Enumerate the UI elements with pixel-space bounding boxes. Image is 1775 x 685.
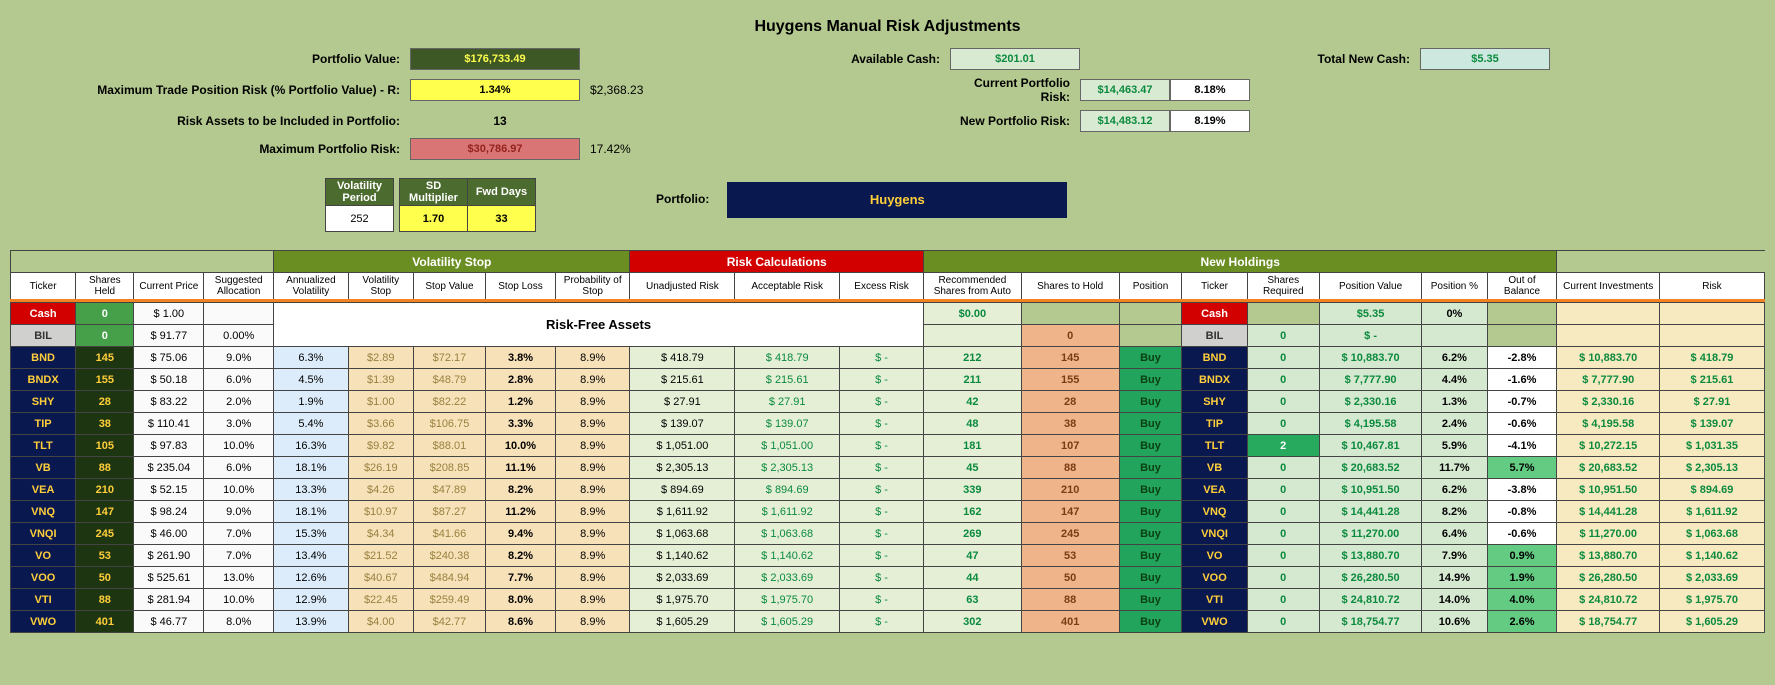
- table-row: SHY28$ 83.222.0%1.9%$1.00$82.221.2%8.9%$…: [11, 391, 1765, 413]
- mpr-label: Maximum Portfolio Risk:: [10, 142, 410, 156]
- col-shares-held: Shares Held: [76, 273, 134, 301]
- sec-vol: Volatility Stop: [274, 251, 630, 273]
- fd-h: Fwd Days: [468, 179, 536, 206]
- nr-pct: 8.19%: [1170, 110, 1250, 132]
- table-row: VOO50$ 525.6113.0%12.6%$40.67$484.947.7%…: [11, 567, 1765, 589]
- sd-h: SD Multiplier: [400, 179, 468, 206]
- pv-label: Portfolio Value:: [10, 52, 410, 66]
- col-stop-value: Stop Value: [413, 273, 485, 301]
- col-excess-risk: Excess Risk: [840, 273, 924, 301]
- cr-label: Current Portfolio Risk:: [950, 76, 1080, 104]
- table-row: VTI88$ 281.9410.0%12.9%$22.45$259.498.0%…: [11, 589, 1765, 611]
- mpr-pct: 17.42%: [580, 142, 670, 156]
- col-unadjusted-risk: Unadjusted Risk: [630, 273, 735, 301]
- col-ticker: Ticker: [11, 273, 76, 301]
- col-acceptable-risk: Acceptable Risk: [735, 273, 840, 301]
- ra-val: 13: [410, 114, 580, 128]
- col-probability-of-stop: Probability of Stop: [555, 273, 630, 301]
- col-shares-to-hold: Shares to Hold: [1021, 273, 1119, 301]
- mpr-val: $30,786.97: [410, 138, 580, 160]
- col-position: Position: [1119, 273, 1182, 301]
- col-suggested-allocation: Suggested Allocation: [204, 273, 274, 301]
- nr-label: New Portfolio Risk:: [950, 114, 1080, 128]
- port-lbl: Portfolio:: [656, 192, 709, 206]
- sec-risk: Risk Calculations: [630, 251, 923, 273]
- tnc-label: Total New Cash:: [1250, 52, 1420, 66]
- port-box: Huygens: [727, 182, 1067, 218]
- mp-val: $2,368.23: [580, 83, 670, 97]
- table-row: TIP38$ 110.413.0%5.4%$3.66$106.753.3%8.9…: [11, 413, 1765, 435]
- table-row: VNQI245$ 46.007.0%15.3%$4.34$41.669.4%8.…: [11, 523, 1765, 545]
- col-ticker: Ticker: [1182, 273, 1247, 301]
- col-annualized-volatility: Annualized Volatility: [274, 273, 349, 301]
- col-position-: Position %: [1422, 273, 1487, 301]
- page-title: Huygens Manual Risk Adjustments: [10, 10, 1765, 48]
- col-current-price: Current Price: [134, 273, 204, 301]
- ac-box: $201.01: [950, 48, 1080, 70]
- table-row: BNDX155$ 50.186.0%4.5%$1.39$48.792.8%8.9…: [11, 369, 1765, 391]
- col-current-investments: Current Investments: [1557, 273, 1659, 301]
- table-row: VNQ147$ 98.249.0%18.1%$10.97$87.2711.2%8…: [11, 501, 1765, 523]
- table-row: VO53$ 261.907.0%13.4%$21.52$240.388.2%8.…: [11, 545, 1765, 567]
- mp-pct[interactable]: 1.34%: [410, 79, 580, 101]
- col-stop-loss: Stop Loss: [486, 273, 556, 301]
- col-volatility-stop: Volatility Stop: [348, 273, 413, 301]
- vol-params-table: Volatility Period SD Multiplier Fwd Days…: [325, 178, 536, 232]
- table-row: VWO401$ 46.778.0%13.9%$4.00$42.778.6%8.9…: [11, 611, 1765, 633]
- cash-row: Cash 0 $ 1.00 Risk-Free Assets $0.00 Cas…: [11, 303, 1765, 325]
- table-row: VEA210$ 52.1510.0%13.3%$4.26$47.898.2%8.…: [11, 479, 1765, 501]
- fd-v[interactable]: 33: [468, 206, 536, 232]
- col-risk: Risk: [1659, 273, 1764, 301]
- col-position-value: Position Value: [1319, 273, 1421, 301]
- tnc-box: $5.35: [1420, 48, 1550, 70]
- nr-val: $14,483.12: [1080, 110, 1170, 132]
- col-recommended-shares-from-auto: Recommended Shares from Auto: [923, 273, 1021, 301]
- cr-val: $14,463.47: [1080, 79, 1170, 101]
- table-row: TLT105$ 97.8310.0%16.3%$9.82$88.0110.0%8…: [11, 435, 1765, 457]
- rfa-label: Risk-Free Assets: [274, 303, 924, 347]
- ra-label: Risk Assets to be Included in Portfolio:: [10, 114, 410, 128]
- cr-pct: 8.18%: [1170, 79, 1250, 101]
- sec-new: New Holdings: [923, 251, 1557, 273]
- table-row: VB88$ 235.046.0%18.1%$26.19$208.8511.1%8…: [11, 457, 1765, 479]
- col-shares-required: Shares Required: [1247, 273, 1319, 301]
- vol-row: Volatility Period SD Multiplier Fwd Days…: [10, 178, 1765, 232]
- ac-label: Available Cash:: [670, 52, 950, 66]
- col-out-of-balance: Out of Balance: [1487, 273, 1557, 301]
- vp-h: Volatility Period: [326, 179, 394, 206]
- summary-grid: Portfolio Value: $176,733.49 Available C…: [10, 48, 1765, 166]
- vp-v[interactable]: 252: [326, 206, 394, 232]
- mp-label: Maximum Trade Position Risk (% Portfolio…: [10, 83, 410, 97]
- pv-box: $176,733.49: [410, 48, 580, 70]
- table-row: BND145$ 75.069.0%6.3%$2.89$72.173.8%8.9%…: [11, 347, 1765, 369]
- sd-v[interactable]: 1.70: [400, 206, 468, 232]
- main-table: Volatility Stop Risk Calculations New Ho…: [10, 250, 1765, 633]
